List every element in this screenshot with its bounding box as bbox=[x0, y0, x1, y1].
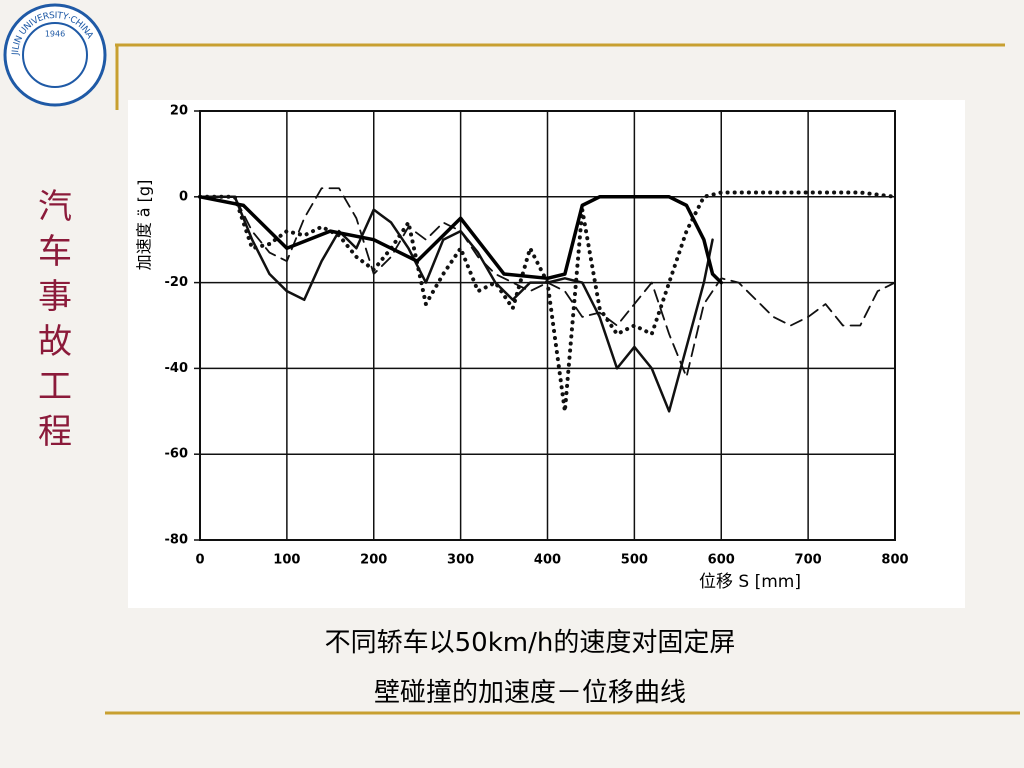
side-title-char: 程 bbox=[38, 412, 72, 452]
side-title: 汽车事故工程 bbox=[30, 185, 80, 455]
x-tick-label: 400 bbox=[534, 553, 561, 568]
logo bbox=[22, 22, 88, 88]
data-line bbox=[198, 195, 723, 285]
x-tick-label: 0 bbox=[195, 553, 204, 568]
x-axis-label: 位移 S [mm] bbox=[699, 572, 801, 592]
data-line bbox=[198, 195, 714, 413]
x-tick-label: 200 bbox=[360, 553, 387, 568]
y-axis-label: 加速度 ä [g] bbox=[135, 180, 154, 271]
y-tick-label: -80 bbox=[165, 533, 189, 548]
chart-background bbox=[128, 100, 965, 608]
side-title-char: 事 bbox=[38, 277, 72, 317]
x-tick-label: 500 bbox=[621, 553, 648, 568]
side-title-char: 汽 bbox=[38, 187, 72, 227]
y-tick-label: -20 bbox=[165, 275, 189, 290]
side-title-char: 工 bbox=[38, 367, 72, 407]
caption: 不同轿车以50km/h的速度对固定屏 bbox=[324, 628, 736, 658]
logo-year: 1946 bbox=[45, 30, 65, 39]
data-line bbox=[199, 187, 896, 378]
side-title-char: 车 bbox=[38, 232, 72, 272]
logo bbox=[3, 3, 107, 107]
caption: 壁碰撞的加速度－位移曲线 bbox=[373, 678, 686, 708]
y-tick-label: -60 bbox=[165, 447, 189, 462]
y-tick-label: -40 bbox=[165, 361, 189, 376]
side-title-char: 故 bbox=[38, 322, 72, 362]
x-tick-label: 100 bbox=[273, 553, 300, 568]
y-tick-label: 0 bbox=[179, 189, 188, 204]
x-tick-label: 800 bbox=[881, 553, 908, 568]
x-tick-label: 700 bbox=[795, 553, 822, 568]
x-tick-label: 300 bbox=[447, 553, 474, 568]
data-line bbox=[198, 190, 897, 414]
y-tick-label: 20 bbox=[170, 104, 188, 119]
x-tick-label: 600 bbox=[708, 553, 735, 568]
